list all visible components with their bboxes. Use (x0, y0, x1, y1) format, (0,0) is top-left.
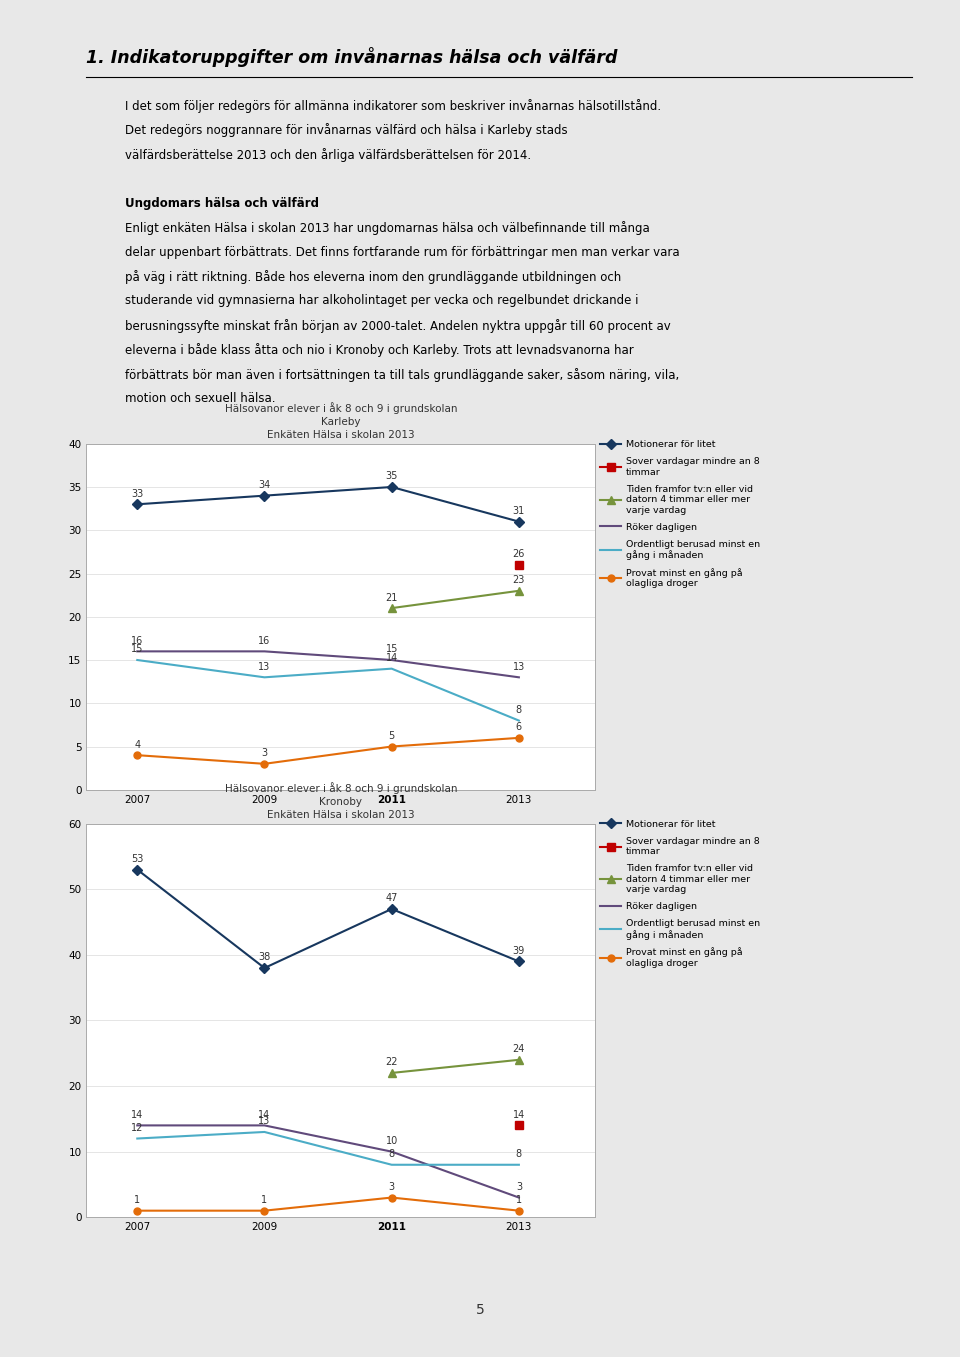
Text: 24: 24 (513, 1045, 525, 1054)
Text: 15: 15 (386, 645, 397, 654)
Text: 5: 5 (475, 1303, 485, 1316)
Text: förbättrats bör man även i fortsättningen ta till tals grundläggande saker, såso: förbättrats bör man även i fortsättninge… (125, 368, 679, 381)
Text: 33: 33 (132, 489, 143, 499)
Text: 3: 3 (516, 1182, 522, 1191)
Text: 1. Indikatoruppgifter om invånarnas hälsa och välfärd: 1. Indikatoruppgifter om invånarnas häls… (86, 47, 618, 68)
Text: 8: 8 (516, 1149, 522, 1159)
Title: Hälsovanor elever i åk 8 och 9 i grundskolan
Kronoby
Enkäten Hälsa i skolan 2013: Hälsovanor elever i åk 8 och 9 i grundsk… (225, 782, 457, 820)
Text: 12: 12 (132, 1124, 143, 1133)
Text: 22: 22 (385, 1057, 398, 1068)
Legend: Motionerar för litet, Sover vardagar mindre an 8
timmar, Tiden framfor tv:n elle: Motionerar för litet, Sover vardagar min… (600, 820, 760, 968)
Text: 47: 47 (386, 893, 397, 904)
Text: 1: 1 (261, 1196, 268, 1205)
Text: 13: 13 (258, 1117, 271, 1126)
Text: eleverna i både klass åtta och nio i Kronoby och Karleby. Trots att levnadsvanor: eleverna i både klass åtta och nio i Kro… (125, 343, 634, 357)
Text: 4: 4 (134, 740, 140, 749)
Text: 23: 23 (513, 575, 525, 585)
Text: 6: 6 (516, 722, 522, 733)
Text: 10: 10 (386, 1136, 397, 1147)
Text: 16: 16 (258, 636, 271, 646)
Legend: Motionerar för litet, Sover vardagar mindre an 8
timmar, Tiden framfor tv:n elle: Motionerar för litet, Sover vardagar min… (600, 440, 760, 589)
Text: välfärdsberättelse 2013 och den årliga välfärdsberättelsen för 2014.: välfärdsberättelse 2013 och den årliga v… (125, 148, 531, 161)
Text: 31: 31 (513, 506, 525, 516)
Text: 3: 3 (261, 748, 268, 759)
Text: 38: 38 (258, 953, 271, 962)
Text: 5: 5 (389, 731, 395, 741)
Text: 34: 34 (258, 480, 271, 490)
Text: Ungdomars hälsa och välfärd: Ungdomars hälsa och välfärd (125, 197, 319, 210)
Text: 15: 15 (132, 645, 143, 654)
Text: 21: 21 (386, 593, 397, 603)
Text: 39: 39 (513, 946, 525, 955)
Text: I det som följer redegörs för allmänna indikatorer som beskriver invånarnas häls: I det som följer redegörs för allmänna i… (125, 99, 660, 113)
Text: på väg i rätt riktning. Både hos eleverna inom den grundläggande utbildningen oc: på väg i rätt riktning. Både hos elevern… (125, 270, 621, 284)
Text: 35: 35 (386, 471, 397, 482)
Text: Det redegörs noggrannare för invånarnas välfärd och hälsa i Karleby stads: Det redegörs noggrannare för invånarnas … (125, 123, 567, 137)
Title: Hälsovanor elever i åk 8 och 9 i grundskolan
Karleby
Enkäten Hälsa i skolan 2013: Hälsovanor elever i åk 8 och 9 i grundsk… (225, 402, 457, 440)
Text: 16: 16 (132, 636, 143, 646)
Text: Enligt enkäten Hälsa i skolan 2013 har ungdomarnas hälsa och välbefinnande till : Enligt enkäten Hälsa i skolan 2013 har u… (125, 221, 650, 235)
Text: 3: 3 (389, 1182, 395, 1191)
Text: motion och sexuell hälsa.: motion och sexuell hälsa. (125, 392, 276, 406)
Text: 14: 14 (386, 653, 397, 664)
Text: 1: 1 (134, 1196, 140, 1205)
Text: 14: 14 (132, 1110, 143, 1120)
Text: 14: 14 (513, 1110, 525, 1120)
Text: 53: 53 (132, 854, 143, 864)
Text: 13: 13 (513, 662, 525, 672)
Text: studerande vid gymnasierna har alkoholintaget per vecka och regelbundet drickand: studerande vid gymnasierna har alkoholin… (125, 294, 638, 308)
Text: 8: 8 (389, 1149, 395, 1159)
Text: 1: 1 (516, 1196, 522, 1205)
Text: 8: 8 (516, 706, 522, 715)
Text: 14: 14 (258, 1110, 271, 1120)
Text: delar uppenbart förbättrats. Det finns fortfarande rum för förbättringar men man: delar uppenbart förbättrats. Det finns f… (125, 246, 680, 259)
Text: 26: 26 (513, 550, 525, 559)
Text: 13: 13 (258, 662, 271, 672)
Text: berusningssyfte minskat från början av 2000-talet. Andelen nyktra uppgår till 60: berusningssyfte minskat från början av 2… (125, 319, 670, 332)
